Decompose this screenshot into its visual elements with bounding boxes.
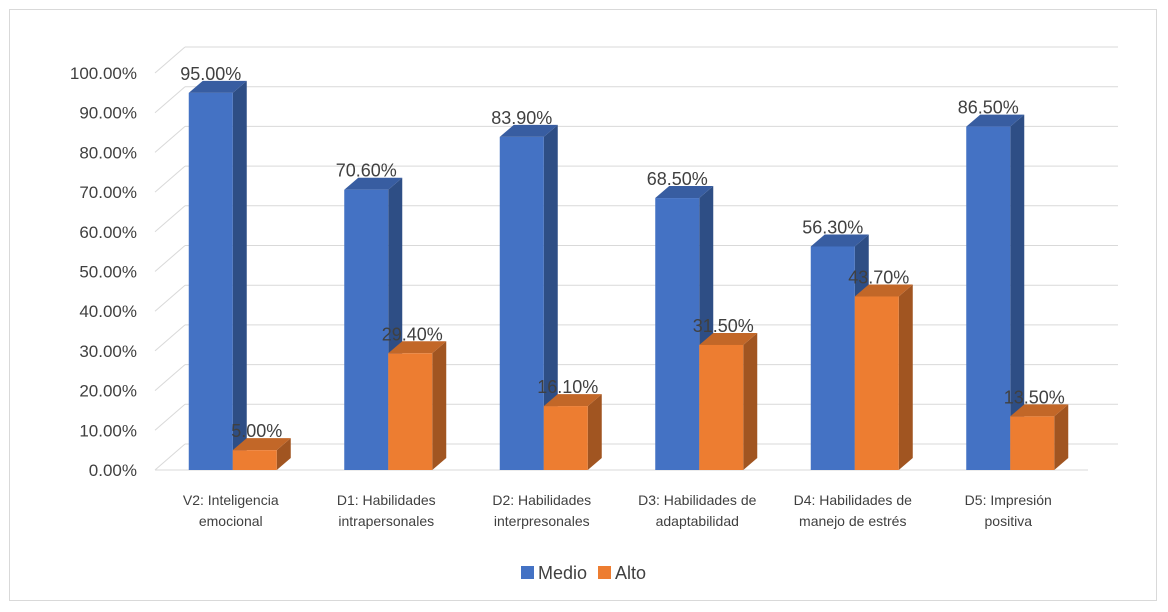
data-label-alto: 29.40%: [382, 324, 443, 344]
bar-medio: [344, 189, 389, 470]
bar-alto: [854, 296, 899, 470]
bar-medio: [655, 198, 700, 470]
x-category-label-line: D4: Habilidades de: [794, 492, 913, 508]
data-label-alto: 13.50%: [1004, 387, 1065, 407]
bar-top-alto: [543, 394, 602, 407]
gridline-depth: [154, 205, 186, 233]
gridline-depth: [154, 364, 186, 391]
x-category-label: D5: Impresión positiva: [965, 492, 1052, 529]
data-label-medio: 86.50%: [958, 98, 1019, 118]
y-tick-label: 30.00%: [79, 342, 137, 361]
data-label-alto: 31.50%: [693, 316, 754, 336]
bar-top-alto: [388, 341, 447, 354]
bar-medio: [810, 246, 855, 470]
x-category-label-line: D2: Habilidades: [492, 492, 591, 508]
gridline-depth: [154, 443, 186, 471]
legend-swatch-alto: [598, 566, 611, 579]
x-category-label: D4: Habilidades de manejo de estrés: [794, 492, 913, 529]
data-label-medio: 68.50%: [647, 169, 708, 189]
bar-side-medio: [232, 80, 247, 470]
x-category-label-line: emocional: [199, 513, 263, 529]
y-tick-label: 20.00%: [79, 382, 137, 401]
bar-alto: [388, 353, 433, 470]
x-category-label-line: V2: Inteligencia: [183, 492, 279, 508]
gridline-depth: [154, 46, 186, 74]
x-category-label-line: D3: Habilidades de: [638, 492, 757, 508]
bar-medio: [966, 126, 1011, 470]
gridline-depth: [154, 245, 186, 272]
x-category-label-line: adaptabilidad: [656, 513, 739, 529]
data-label-medio: 83.90%: [491, 108, 552, 128]
gridline-depth: [154, 126, 186, 153]
x-category-label-line: manejo de estrés: [799, 513, 906, 529]
bar-medio: [188, 92, 233, 470]
y-tick-label: 10.00%: [79, 421, 137, 440]
bar-alto: [699, 344, 744, 470]
y-tick-label: 100.00%: [70, 64, 137, 83]
bar-side-medio: [1010, 114, 1025, 470]
x-category-label-line: D1: Habilidades: [337, 492, 436, 508]
bar-alto: [543, 406, 588, 470]
bar-top-alto: [232, 438, 291, 451]
bar-top-alto: [699, 332, 758, 345]
y-tick-label: 70.00%: [79, 183, 137, 202]
data-label-alto: 5.00%: [231, 421, 282, 441]
bar-top-medio: [655, 186, 714, 199]
gridline-depth: [154, 403, 186, 431]
x-category-label-line: interpresonales: [494, 513, 590, 529]
bar-top-medio: [499, 124, 558, 137]
legend-label-alto: Alto: [615, 563, 646, 583]
bar-side-alto: [432, 341, 447, 470]
x-category-label: V2: Inteligencia emocional: [183, 492, 279, 529]
bar-top-medio: [344, 177, 403, 190]
x-category-label-line: intrapersonales: [338, 513, 434, 529]
x-category-label: D1: Habilidades intrapersonales: [337, 492, 436, 529]
y-tick-label: 60.00%: [79, 223, 137, 242]
bar-side-alto: [276, 438, 291, 470]
data-label-medio: 95.00%: [180, 64, 241, 84]
x-category-label: D2: Habilidades interpresonales: [492, 492, 591, 529]
data-label-alto: 16.10%: [537, 377, 598, 397]
legend-swatch-medio: [521, 566, 534, 579]
y-tick-label: 90.00%: [79, 104, 137, 123]
gridline-depth: [154, 324, 186, 352]
y-tick-label: 40.00%: [79, 302, 137, 321]
data-label-medio: 70.60%: [336, 161, 397, 181]
bar-top-medio: [966, 114, 1025, 127]
x-category-label-line: positiva: [985, 513, 1033, 529]
data-label-alto: 43.70%: [848, 268, 909, 288]
bar-side-alto: [743, 332, 758, 470]
bar-side-alto: [587, 394, 602, 470]
bar-top-alto: [1010, 404, 1069, 417]
data-label-medio: 56.30%: [802, 217, 863, 237]
legend-label-medio: Medio: [538, 563, 587, 583]
bar-medio: [499, 136, 544, 471]
gridline-depth: [154, 165, 186, 193]
gridline-depth: [154, 86, 186, 114]
y-tick-label: 0.00%: [89, 461, 137, 480]
bar-top-medio: [810, 234, 869, 247]
y-tick-label: 50.00%: [79, 263, 137, 282]
y-tick-label: 80.00%: [79, 143, 137, 162]
bar-top-medio: [188, 80, 247, 93]
bar-alto: [232, 450, 277, 470]
bar-side-alto: [1054, 404, 1069, 470]
bar-side-alto: [898, 284, 913, 470]
x-category-label-line: D5: Impresión: [965, 492, 1052, 508]
bar-top-alto: [854, 284, 913, 297]
x-category-label: D3: Habilidades de adaptabilidad: [638, 492, 757, 529]
bar-side-medio: [543, 124, 558, 471]
bar-alto: [1010, 416, 1055, 470]
gridline-depth: [154, 284, 186, 312]
